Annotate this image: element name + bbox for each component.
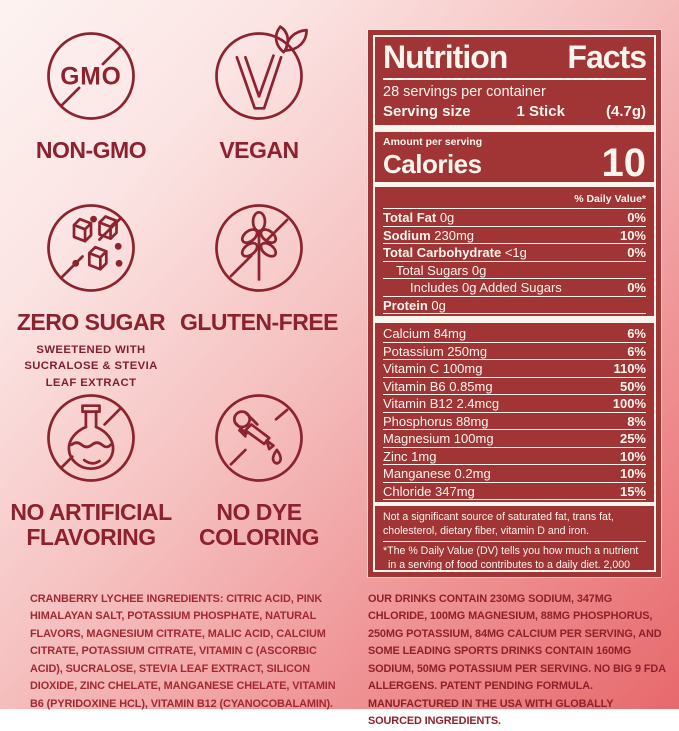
nutrient-daily-value: 8% [627,413,646,429]
serving-size-label: Serving size [383,103,471,121]
micronutrient-row: Vitamin B6 0.85mg 50% [383,378,646,396]
micronutrient-row: Magnesium 100mg 25% [383,430,646,448]
badge-label: ZERO SUGAR [16,309,166,335]
footnote-not-significant: Not a significant source of saturated fa… [383,508,646,543]
badge-label: GLUTEN-FREE [179,309,339,335]
micronutrient-row: Zinc 1mg 10% [383,448,646,466]
badge-no-dye-coloring: NO DYE COLORING [176,386,342,550]
serving-size-row: Serving size 1 Stick (4.7g) [383,101,646,123]
nutrient-name: Magnesium 100mg [383,431,494,447]
nutrient-daily-value: 0% [627,280,646,296]
nutrition-facts-inner: Nutrition Facts 28 servings per containe… [373,35,656,572]
nutrient-row: Protein 0g [383,297,646,315]
nutrient-daily-value: 0% [627,210,646,226]
divider-medium [375,182,654,188]
badge-zero-sugar: ZERO SUGAR SWEETENED WITH SUCRALOSE & ST… [8,196,174,391]
nutrient-name: Sodium [383,227,435,243]
nutrient-daily-value: 6% [627,326,646,342]
title-word-nutrition: Nutrition [383,39,508,75]
no-dye-coloring-icon [215,394,303,482]
nutrient-amount: <1g [504,245,527,261]
non-gmo-icon: GMO [47,32,135,120]
nutrient-daily-value: 50% [619,378,646,394]
nutrient-name: Zinc 1mg [383,448,437,464]
nutrient-row: Sodium 230mg 10% [383,227,646,245]
badge-sub-label: SWEETENED WITH SUCRALOSE & STEVIA LEAF E… [24,343,158,389]
ingredients-text: CRANBERRY LYCHEE INGREDIENTS: CITRIC ACI… [30,593,336,710]
nutrient-name: Vitamin B12 2.4mcg [383,396,500,412]
title-word-facts: Facts [567,39,647,75]
nutrient-name: Total Sugars [396,262,472,278]
nutrient-name: Protein [383,297,432,313]
micronutrient-row: Manganese 0.2mg 10% [383,465,646,483]
calories-value: 10 [601,141,647,186]
svg-text:GMO: GMO [60,63,121,90]
nutrient-daily-value: 10% [619,227,646,243]
nutrient-daily-value: 110% [613,361,646,377]
servings-per-container: 28 servings per container [383,84,546,101]
nutrient-amount: 0g [439,210,455,226]
badge-gluten-free: GLUTEN-FREE [176,196,342,335]
micronutrient-rows: Calcium 84mg 6% Potassium 250mg 6% Vitamin C… [383,325,646,501]
badge-no-artificial-flavoring: NO ARTIFICIAL FLAVORING [8,386,174,550]
nutrition-facts-label: Nutrition Facts 28 servings per containe… [368,30,661,577]
nutrient-row: Total Sugars 0g [383,262,646,280]
nutrient-daily-value: 10% [619,448,646,464]
micronutrient-row: Calcium 84mg 6% [383,325,646,343]
badge-vegan: VEGAN [176,24,342,163]
micronutrient-row: Potassium 250mg 6% [383,343,646,361]
micronutrient-row: Phosphorus 88mg 8% [383,413,646,431]
nutrient-daily-value: 10% [619,466,646,482]
gluten-free-icon [215,204,303,292]
nutrient-amount: 0g [471,262,487,278]
nutrient-name: Chloride 347mg [383,483,475,499]
nutrient-row: Total Carbohydrate <1g 0% [383,244,646,262]
nutrient-name: Vitamin B6 0.85mg [383,378,493,394]
daily-value-header: % Daily Value* [383,189,646,210]
nutrition-facts-title: Nutrition Facts [383,39,647,81]
nutrient-daily-value: 15% [619,483,646,499]
nutrient-daily-value: 100% [612,396,646,412]
serving-size-value: 1 Stick [516,103,565,121]
calories-label: Calories [383,149,482,180]
amount-per-serving-label: Amount per serving [383,136,483,149]
nutrient-name: Calcium 84mg [383,326,467,342]
no-artificial-flavoring-icon [47,394,135,482]
nutrient-daily-value: 25% [619,431,646,447]
disclaimer-text: OUR DRINKS CONTAIN 230MG SODIUM, 347MG C… [368,593,666,728]
micronutrient-row: Vitamin C 100mg 110% [383,360,646,378]
badge-label: NO ARTIFICIAL FLAVORING [10,499,172,550]
nutrient-name: Phosphorus 88mg [383,413,489,429]
divider-thick [375,316,654,324]
nutrient-name: Includes 0g Added Sugars [410,280,562,296]
nutrient-name: Total Carbohydrate [383,245,505,261]
nutrient-row: Includes 0g Added Sugars 0% [383,279,646,297]
badge-label: NO DYE COLORING [199,499,319,550]
nutrient-amount: 230mg [434,227,475,243]
badge-label: VEGAN [219,137,299,163]
nutrient-name: Potassium 250mg [383,343,488,359]
nutrient-row: Total Fat 0g 0% [383,209,646,227]
micronutrient-row: Chloride 347mg 15% [383,483,646,501]
footnote-daily-value: *The % Daily Value (DV) tells you how mu… [383,545,639,571]
badge-non-gmo: GMO NON-GMO [8,24,174,163]
serving-size-weight: (4.7g) [605,103,646,121]
nutrient-name: Vitamin C 100mg [383,361,483,377]
divider-thick [375,125,654,133]
nutrient-daily-value: 0% [627,245,646,261]
zero-sugar-icon [47,204,135,292]
nutrient-name: Total Fat [383,210,440,226]
nutrient-daily-value: 6% [627,343,646,359]
nutrient-name: Manganese 0.2mg [383,466,491,482]
badge-label: NON-GMO [35,137,147,163]
calories-row: Calories 10 [383,141,647,186]
divider-thin [375,502,654,507]
micronutrient-row: Vitamin B12 2.4mcg 100% [383,395,646,413]
vegan-icon [215,25,308,120]
main-nutrient-rows: Total Fat 0g 0% Sodium 230mg 10% Total Carbo… [383,209,646,315]
nutrient-amount: 0g [431,297,446,313]
